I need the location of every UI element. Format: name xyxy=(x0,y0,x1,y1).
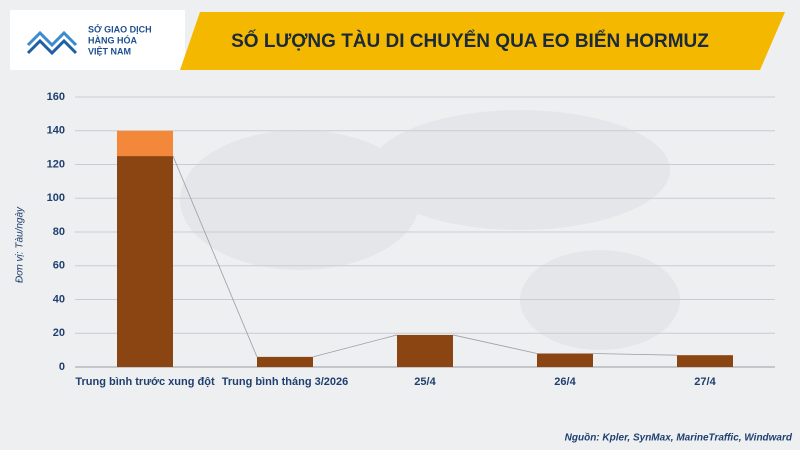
x-tick-label: 25/4 xyxy=(414,376,436,388)
y-tick-label: 160 xyxy=(47,91,65,103)
source-note: Nguồn: Kpler, SynMax, MarineTraffic, Win… xyxy=(565,432,793,444)
series-connector xyxy=(312,334,398,358)
bar xyxy=(537,353,593,367)
y-tick-label: 80 xyxy=(53,226,65,238)
bar xyxy=(397,334,453,367)
bar xyxy=(117,156,173,367)
y-tick-label: 60 xyxy=(53,260,65,272)
x-tick-label: 26/4 xyxy=(554,376,576,388)
logo-text: VIỆT NAM xyxy=(88,45,131,56)
chart-title: SỐ LƯỢNG TÀU DI CHUYỂN QUA EO BIỂN HORMU… xyxy=(231,30,709,52)
y-tick-label: 0 xyxy=(59,361,65,373)
x-tick-label: 27/4 xyxy=(694,376,716,388)
y-tick-label: 100 xyxy=(47,192,65,204)
series-connector xyxy=(452,334,538,354)
bar xyxy=(257,356,313,367)
logo-text: HÀNG HÓA xyxy=(88,34,137,45)
series-connector xyxy=(592,353,678,356)
y-tick-label: 120 xyxy=(47,158,65,170)
bar xyxy=(677,355,733,367)
y-tick-label: 40 xyxy=(53,293,65,305)
logo-icon xyxy=(26,30,78,56)
series-connector xyxy=(172,155,258,358)
x-tick-label: Trung bình tháng 3/2026 xyxy=(222,376,349,388)
y-axis-label: Đơn vị: Tàu/ngày xyxy=(15,206,26,283)
bar xyxy=(117,130,173,157)
title-banner xyxy=(180,12,785,70)
y-tick-label: 140 xyxy=(47,125,65,137)
y-tick-label: 20 xyxy=(53,327,65,339)
logo-text: SỞ GIAO DỊCH xyxy=(88,23,152,34)
x-tick-label: Trung bình trước xung đột xyxy=(75,376,215,388)
